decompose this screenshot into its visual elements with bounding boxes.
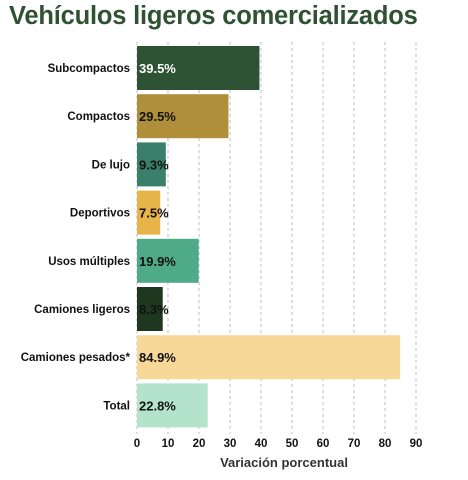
bars [137, 46, 401, 428]
category-label: Total [103, 400, 130, 412]
x-axis-label: Variación porcentual [220, 455, 348, 470]
category-label: Camiones pesados* [21, 352, 131, 364]
bar [137, 46, 260, 90]
value-labels: 39.5% 29.5% 9.3% 7.5% 19.9% 8.3% 84.9% 22.8% [139, 61, 176, 413]
x-tick-label: 60 [317, 438, 330, 450]
bar [137, 94, 229, 139]
x-tick-label: 50 [286, 438, 299, 450]
category-label: Deportivos [70, 208, 130, 220]
category-label: De lujo [92, 159, 130, 171]
x-tick-label: 0 [134, 438, 140, 450]
x-tick-label: 10 [162, 438, 175, 450]
value-label: 7.5% [139, 206, 169, 221]
x-tick-label: 80 [379, 438, 392, 450]
value-label: 84.9% [139, 350, 176, 365]
x-tick-label: 20 [193, 438, 206, 450]
x-tick-label: 70 [348, 438, 361, 450]
chart-title: Vehículos ligeros comercializados [9, 2, 418, 30]
value-label: 19.9% [139, 254, 176, 269]
value-label: 29.5% [139, 109, 176, 124]
value-label: 9.3% [139, 157, 169, 172]
category-label: Compactos [67, 111, 130, 123]
value-label: 8.3% [139, 302, 169, 317]
category-label: Camiones ligeros [34, 304, 130, 316]
x-tick-label: 30 [224, 438, 237, 450]
bar [137, 287, 163, 331]
x-tick-label: 90 [410, 438, 423, 450]
value-label: 22.8% [139, 398, 176, 413]
bar [137, 238, 199, 283]
bar [137, 142, 166, 187]
bar [137, 335, 401, 380]
category-label: Usos múltiples [48, 256, 130, 268]
bar [137, 190, 161, 235]
category-labels: Subcompactos Compactos De lujo Deportivos Us… [21, 63, 131, 412]
value-label: 39.5% [139, 61, 176, 76]
category-label: Subcompactos [48, 63, 130, 75]
x-tick-label: 40 [255, 438, 268, 450]
bar [137, 383, 208, 428]
x-axis-ticks: 0 10 20 30 40 50 60 70 80 90 [134, 438, 423, 450]
